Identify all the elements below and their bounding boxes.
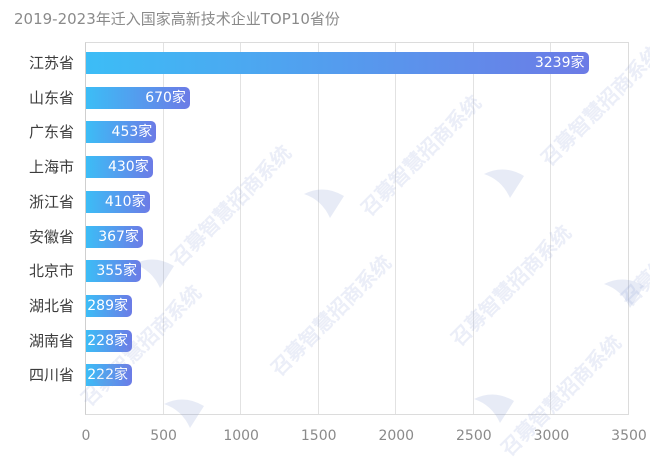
bar: 3239家 <box>86 52 589 74</box>
category-label: 江苏省 <box>28 54 74 72</box>
gridline <box>472 43 474 414</box>
data-label: 289家 <box>87 297 128 314</box>
bar: 453家 <box>86 121 157 144</box>
category-label: 湖北省 <box>28 296 74 315</box>
bar: 367家 <box>86 225 143 248</box>
bar: 289家 <box>86 294 132 317</box>
gridline <box>162 43 164 414</box>
plot-area <box>85 42 629 415</box>
gridline <box>395 43 397 414</box>
category-label: 安徽省 <box>28 227 74 246</box>
category-label: 山东省 <box>28 88 74 107</box>
chart-title: 2019-2023年迁入国家高新技术企业TOP10省份 <box>14 10 340 28</box>
category-label: 四川省 <box>28 366 74 385</box>
bar: 222家 <box>86 364 132 387</box>
x-tick-label: 3000 <box>533 428 570 444</box>
data-label: 410家 <box>104 193 146 210</box>
gridline <box>550 43 552 414</box>
category-label: 广东省 <box>28 123 74 142</box>
bar: 355家 <box>86 260 142 283</box>
category-label: 湖南省 <box>28 331 74 350</box>
x-tick-label: 500 <box>150 428 177 444</box>
x-tick-label: 0 <box>81 428 91 444</box>
data-label: 453家 <box>111 124 153 141</box>
x-tick-label: 1500 <box>300 428 337 444</box>
data-label: 355家 <box>96 263 138 280</box>
bar: 410家 <box>86 190 150 213</box>
data-label: 430家 <box>107 159 149 176</box>
bar: 430家 <box>86 156 153 179</box>
data-label: 222家 <box>87 367 128 384</box>
x-tick-label: 2500 <box>456 428 492 444</box>
bar: 228家 <box>86 329 132 352</box>
bar: 670家 <box>86 86 190 109</box>
x-tick-label: 2000 <box>378 428 415 444</box>
data-label: 3239家 <box>534 55 585 71</box>
gridline <box>240 43 242 414</box>
category-label: 浙江省 <box>28 192 74 211</box>
data-label: 228家 <box>87 332 128 349</box>
data-label: 367家 <box>98 228 139 245</box>
category-label: 北京市 <box>28 262 74 281</box>
gridline <box>317 43 319 414</box>
x-tick-label: 1000 <box>223 428 259 444</box>
x-tick-label: 3500 <box>611 428 647 444</box>
category-label: 上海市 <box>28 158 74 177</box>
data-label: 670家 <box>145 89 186 106</box>
